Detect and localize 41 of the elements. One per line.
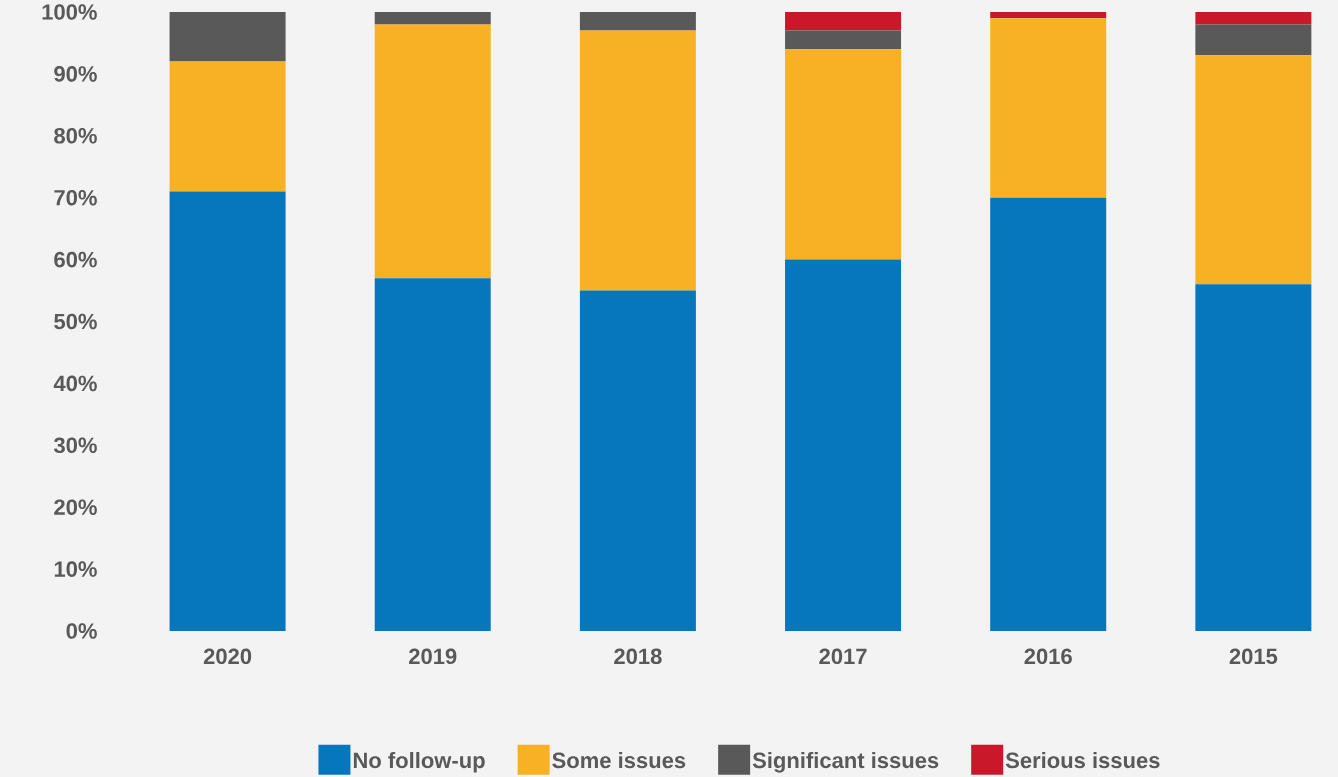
bar — [1195, 24, 1312, 56]
bar — [1195, 12, 1312, 25]
bar — [990, 12, 1107, 19]
legend-label: Some issues — [552, 752, 686, 769]
bar — [579, 30, 696, 291]
bar — [990, 18, 1107, 198]
y-tick-label: 30% — [53, 437, 97, 454]
bar — [785, 30, 902, 50]
x-tick-label: 2020 — [203, 648, 252, 665]
y-tick-label: 40% — [53, 375, 97, 392]
y-tick-label: 60% — [54, 251, 97, 268]
y-tick-label: 80% — [54, 128, 97, 144]
bar — [579, 12, 696, 31]
bar — [1195, 284, 1312, 631]
x-tick-label: 2019 — [409, 648, 457, 665]
bar — [990, 197, 1107, 631]
y-tick-label: 0% — [66, 623, 97, 639]
bar — [785, 12, 902, 31]
y-tick-label: 10% — [54, 561, 97, 577]
x-tick-label: 2018 — [614, 648, 662, 665]
bar — [374, 24, 491, 279]
bar — [1195, 55, 1312, 285]
bar — [374, 278, 491, 631]
y-tick-label: 90% — [54, 66, 97, 82]
x-tick-label: 2016 — [1024, 648, 1072, 665]
bar — [169, 12, 286, 62]
legend-label: Serious issues — [1005, 752, 1160, 769]
bar — [169, 191, 286, 631]
legend-label: Significant issues — [752, 752, 939, 773]
bar — [785, 49, 902, 260]
legend-label: No follow-up — [353, 752, 485, 773]
bar — [785, 259, 902, 631]
y-tick-label: 20% — [54, 499, 97, 515]
x-tick-label: 2017 — [819, 648, 867, 665]
y-tick-label: 70% — [54, 189, 97, 206]
bar — [169, 61, 286, 192]
x-tick-label: 2015 — [1229, 648, 1278, 665]
bar — [374, 12, 491, 25]
y-tick-label: 50% — [54, 313, 97, 330]
bar — [579, 290, 696, 631]
y-tick-label: 100% — [42, 4, 97, 20]
